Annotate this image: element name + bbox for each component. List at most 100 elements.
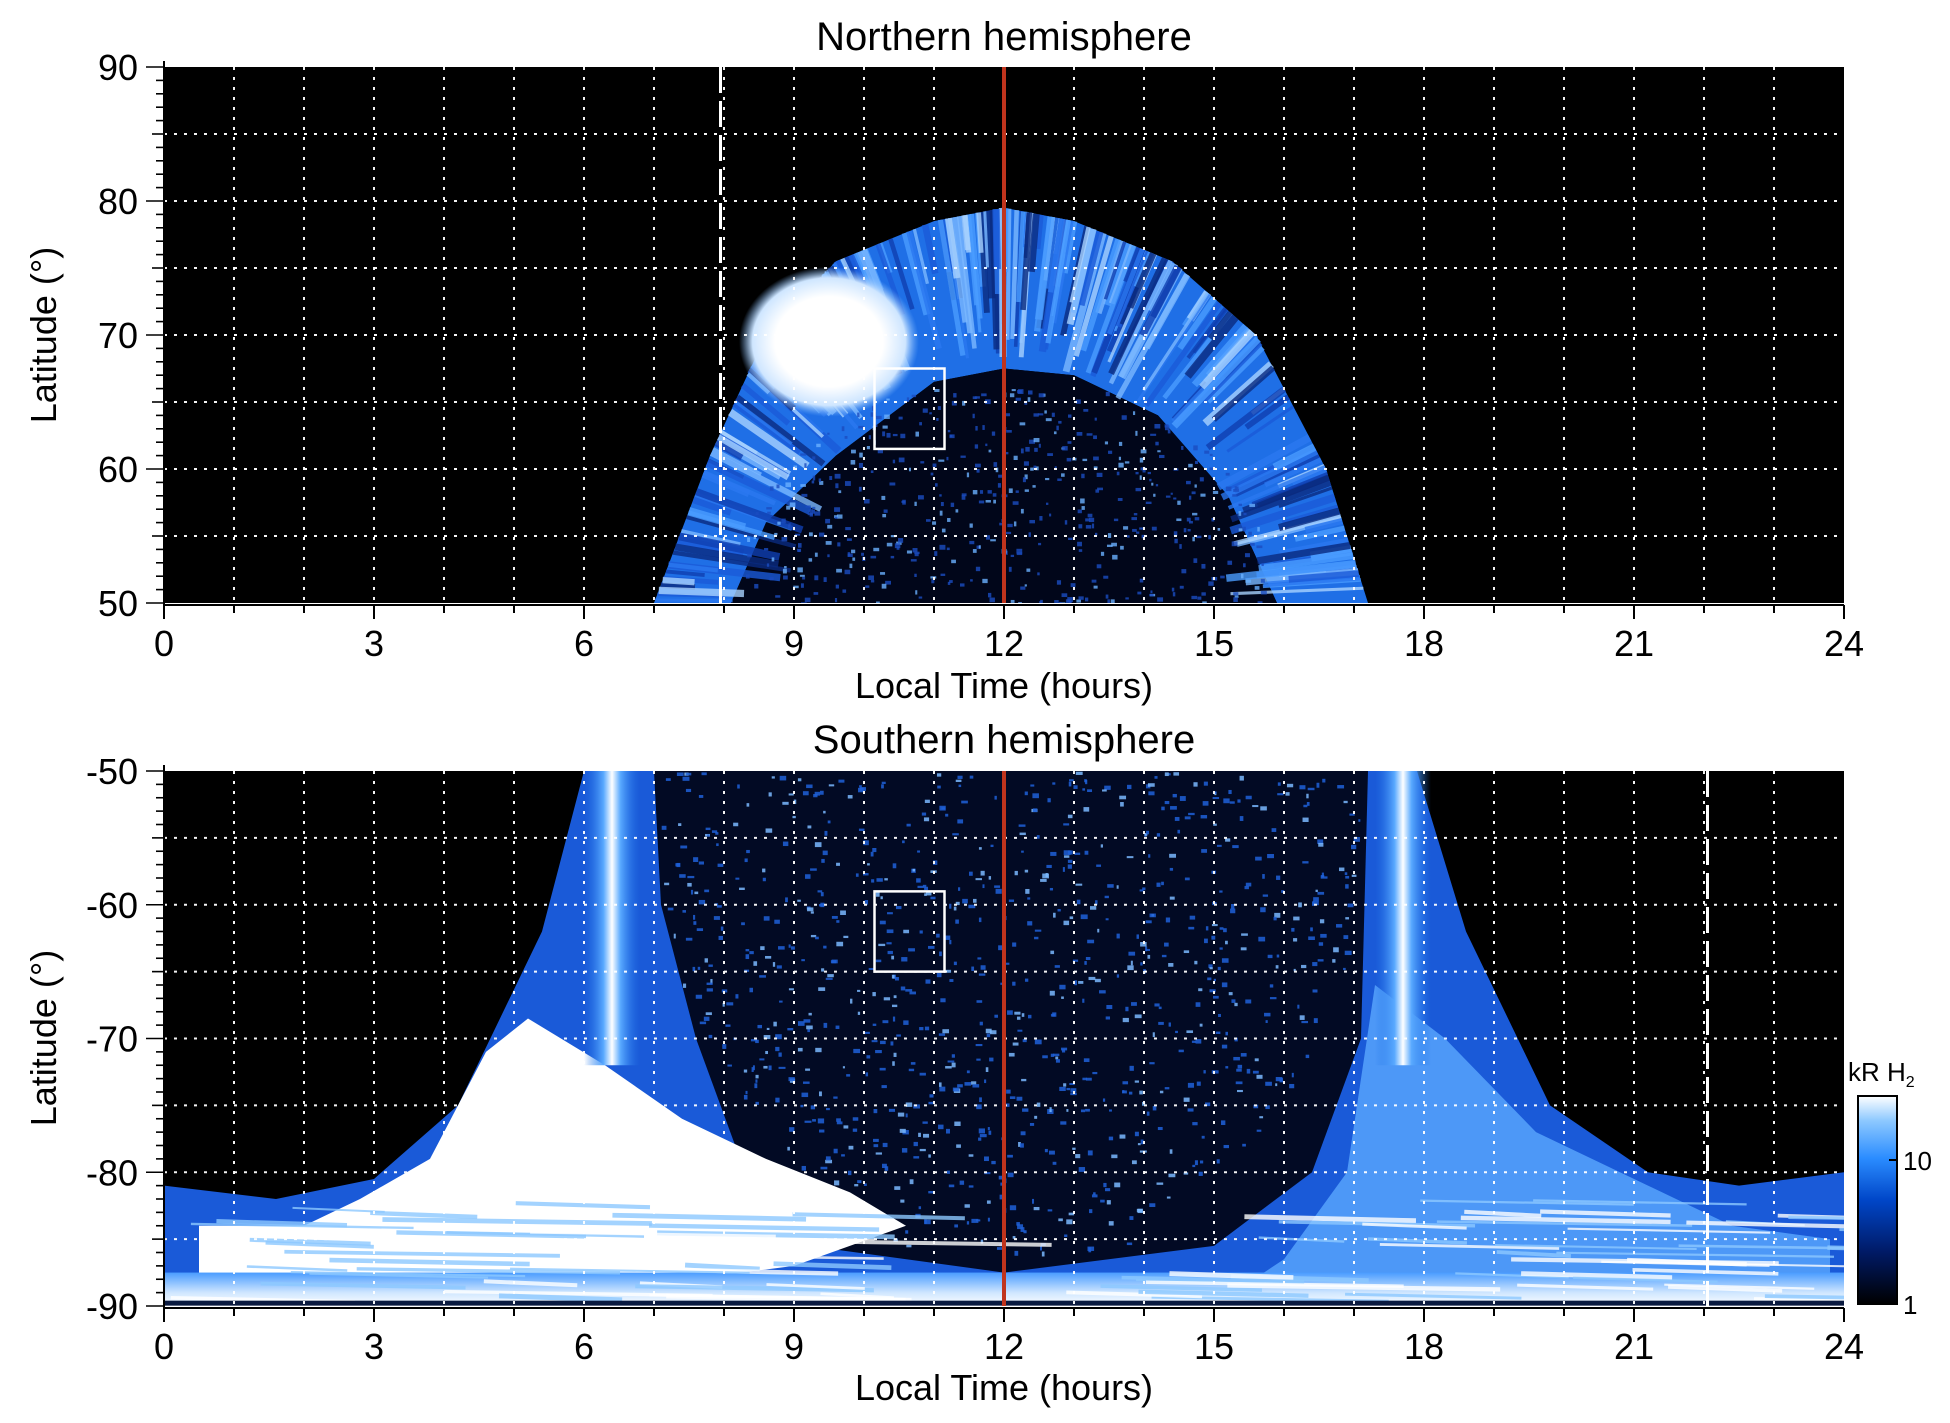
south-horizontal-streak	[1788, 1215, 1844, 1220]
north-cap-speckle	[874, 424, 878, 428]
north-cap-speckle	[745, 574, 750, 579]
north-cap-speckle	[998, 474, 1004, 478]
south-speckle	[953, 961, 957, 966]
south-speckle	[1103, 1182, 1107, 1188]
south-speckle	[1068, 1212, 1075, 1216]
north-cap-speckle	[1193, 445, 1198, 451]
north-y-tick-label: 70	[98, 315, 138, 356]
south-speckle	[788, 988, 794, 991]
north-cap-speckle	[1113, 518, 1119, 522]
south-speckle	[682, 983, 687, 988]
south-speckle	[958, 887, 961, 891]
south-speckle	[1164, 942, 1169, 947]
south-speckle	[1139, 1090, 1143, 1095]
south-speckle	[1156, 833, 1161, 837]
north-cap-speckle	[1212, 490, 1219, 494]
north-cap-speckle	[1010, 599, 1015, 603]
north-cap-speckle	[918, 495, 924, 500]
north-cap-speckle	[966, 472, 970, 478]
south-speckle	[797, 1047, 803, 1052]
north-cap-speckle	[1005, 451, 1009, 455]
north-cap-speckle	[766, 507, 772, 510]
north-cap-speckle	[834, 598, 838, 603]
south-speckle	[1063, 920, 1070, 926]
south-speckle	[923, 817, 930, 822]
south-x-tick-label: 21	[1614, 1326, 1654, 1367]
south-speckle	[1216, 1159, 1220, 1164]
south-speckle	[893, 1238, 898, 1242]
south-speckle	[1302, 861, 1309, 864]
south-speckle	[945, 1066, 952, 1069]
north-cap-speckle	[1135, 471, 1139, 475]
north-cap-speckle	[1026, 568, 1031, 572]
north-oval-streak	[1205, 386, 1287, 451]
south-speckle	[1219, 927, 1224, 930]
south-horizontal-streak	[190, 1222, 414, 1230]
north-cap-speckle	[1174, 538, 1178, 544]
south-speckle	[804, 1120, 812, 1123]
south-speckle	[1313, 897, 1319, 902]
south-speckle	[1164, 800, 1170, 805]
north-cap-speckle	[1139, 527, 1144, 530]
south-speckle	[1321, 872, 1324, 878]
south-speckle	[1194, 1160, 1198, 1166]
south-speckle	[867, 863, 870, 866]
south-speckle	[985, 1067, 989, 1073]
south-speckle	[864, 900, 869, 905]
north-cap-speckle	[1006, 429, 1012, 433]
north-oval-streak	[735, 394, 826, 467]
south-speckle	[1147, 783, 1155, 787]
south-x-tick-label: 3	[364, 1326, 384, 1367]
south-speckle	[954, 1224, 959, 1228]
north-cap-speckle	[1016, 548, 1023, 554]
north-oval-streak	[1281, 504, 1339, 525]
north-cap-speckle	[993, 499, 996, 504]
south-speckle	[978, 973, 986, 976]
south-speckle	[873, 1138, 879, 1142]
south-speckle	[1044, 1148, 1048, 1153]
south-speckle	[858, 828, 865, 831]
north-cap-speckle	[932, 463, 937, 468]
south-speckle	[1034, 929, 1042, 932]
north-cap-speckle	[838, 490, 842, 494]
north-cap-speckle	[940, 501, 944, 507]
north-cap-speckle	[1120, 545, 1124, 550]
north-cap-speckle	[1197, 596, 1202, 600]
south-speckle	[994, 795, 997, 800]
south-speckle	[836, 1121, 843, 1125]
north-oval-streak	[1256, 474, 1330, 508]
south-speckle	[871, 1040, 878, 1043]
south-speckle	[1119, 795, 1127, 800]
south-speckle	[743, 1094, 748, 1100]
south-speckle	[694, 891, 699, 895]
north-cap-speckle	[1064, 520, 1068, 525]
north-cap-speckle	[841, 426, 845, 432]
north-cap-speckle	[1118, 456, 1122, 461]
north-cap-speckle	[767, 511, 771, 514]
north-y-tick-label: 90	[98, 47, 138, 88]
colorbar-title-subscript: 2	[1906, 1074, 1915, 1091]
south-speckle	[871, 879, 875, 883]
south-speckle	[1126, 856, 1134, 859]
north-oval-streak	[1127, 252, 1157, 309]
north-cap-speckle	[1093, 435, 1097, 440]
north-cap-speckle	[1188, 463, 1193, 468]
south-speckle	[726, 1002, 734, 1006]
south-speckle	[1208, 964, 1213, 968]
south-speckle	[1312, 989, 1318, 993]
south-speckle	[1031, 1198, 1035, 1204]
south-speckle	[938, 1082, 942, 1087]
south-speckle	[708, 1034, 713, 1039]
north-cap-speckle	[1149, 478, 1152, 482]
north-cap-speckle	[1208, 535, 1211, 540]
north-cap-speckle	[914, 553, 919, 557]
south-speckle	[984, 1079, 987, 1084]
south-speckle	[880, 1040, 886, 1045]
south-speckle	[836, 920, 840, 923]
south-speckle	[806, 784, 813, 789]
south-speckle	[1007, 1010, 1013, 1015]
south-speckle	[951, 1054, 955, 1058]
north-cap-speckle	[1249, 542, 1255, 546]
south-speckle	[836, 862, 840, 866]
